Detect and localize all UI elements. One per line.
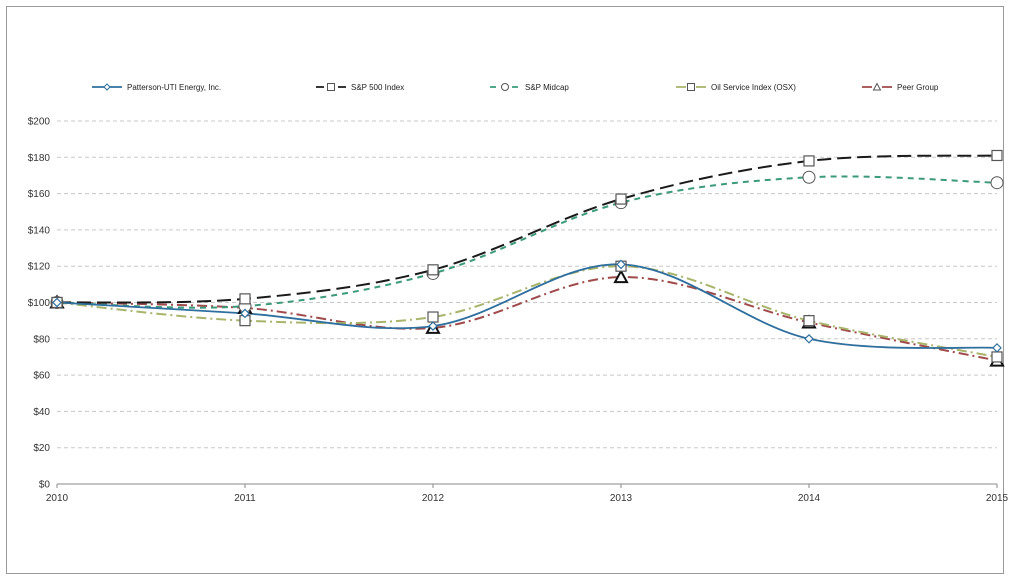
- series-line-oil-service-index-osx: [56, 265, 998, 358]
- data-point-s-p-500-index: [803, 155, 815, 167]
- data-point-patterson-uti-energy-inc: [804, 333, 814, 344]
- y-tick-label: $200: [28, 117, 51, 128]
- data-point-patterson-uti-energy-inc: [240, 308, 250, 319]
- y-tick-label: $140: [28, 225, 51, 236]
- y-tick-label: $100: [28, 298, 51, 309]
- series-line-s-p-midcap: [56, 175, 998, 309]
- data-point-patterson-uti-energy-inc: [616, 259, 626, 270]
- x-tick-label: 2011: [234, 493, 256, 504]
- data-point-s-p-500-index: [239, 293, 251, 305]
- y-tick-label: $180: [28, 153, 51, 164]
- series-line-peer-group: [56, 276, 998, 362]
- data-point-s-p-500-index: [991, 149, 1003, 162]
- chart-frame: [6, 6, 1004, 574]
- legend-label-peer-group: Peer Group: [897, 83, 939, 92]
- legend-marker: [501, 83, 509, 91]
- legend-label-oil-service-index-osx: Oil Service Index (OSX): [711, 83, 796, 92]
- data-point-patterson-uti-energy-inc: [428, 321, 438, 331]
- data-point-oil-service-index-osx: [991, 351, 1003, 363]
- y-tick-label: $120: [28, 262, 51, 273]
- x-tick-label: 2015: [986, 493, 1009, 504]
- data-point-oil-service-index-osx: [427, 311, 439, 323]
- data-point-patterson-uti-energy-inc: [52, 297, 62, 308]
- y-tick-label: $60: [33, 371, 50, 382]
- x-tick-label: 2013: [610, 493, 633, 504]
- data-point-s-p-500-index: [615, 193, 627, 205]
- series-line-s-p-500-index: [56, 154, 998, 304]
- data-point-patterson-uti-energy-inc: [992, 343, 1002, 353]
- data-point-peer-group: [613, 269, 629, 284]
- x-tick-label: 2010: [46, 493, 69, 504]
- legend-marker: [687, 83, 695, 91]
- y-tick-label: $80: [33, 334, 50, 345]
- data-point-s-p-midcap: [990, 176, 1004, 190]
- y-tick-label: $160: [28, 189, 51, 200]
- data-point-s-p-midcap: [802, 170, 816, 184]
- data-point-s-p-500-index: [427, 264, 439, 276]
- series-line-patterson-uti-energy-inc: [56, 263, 998, 349]
- y-tick-label: $20: [33, 443, 50, 454]
- y-tick-label: $0: [39, 480, 51, 491]
- legend-label-s-p-500-index: S&P 500 Index: [351, 83, 404, 92]
- x-tick-label: 2014: [798, 493, 821, 504]
- legend-marker: [327, 83, 335, 91]
- legend-marker: [872, 82, 882, 91]
- legend-marker: [103, 83, 111, 91]
- x-tick-label: 2012: [422, 493, 445, 504]
- data-point-oil-service-index-osx: [803, 315, 815, 327]
- y-tick-label: $40: [33, 407, 50, 418]
- legend-label-patterson-uti-energy-inc: Patterson-UTI Energy, Inc.: [127, 83, 221, 92]
- legend-label-s-p-midcap: S&P Midcap: [525, 83, 569, 92]
